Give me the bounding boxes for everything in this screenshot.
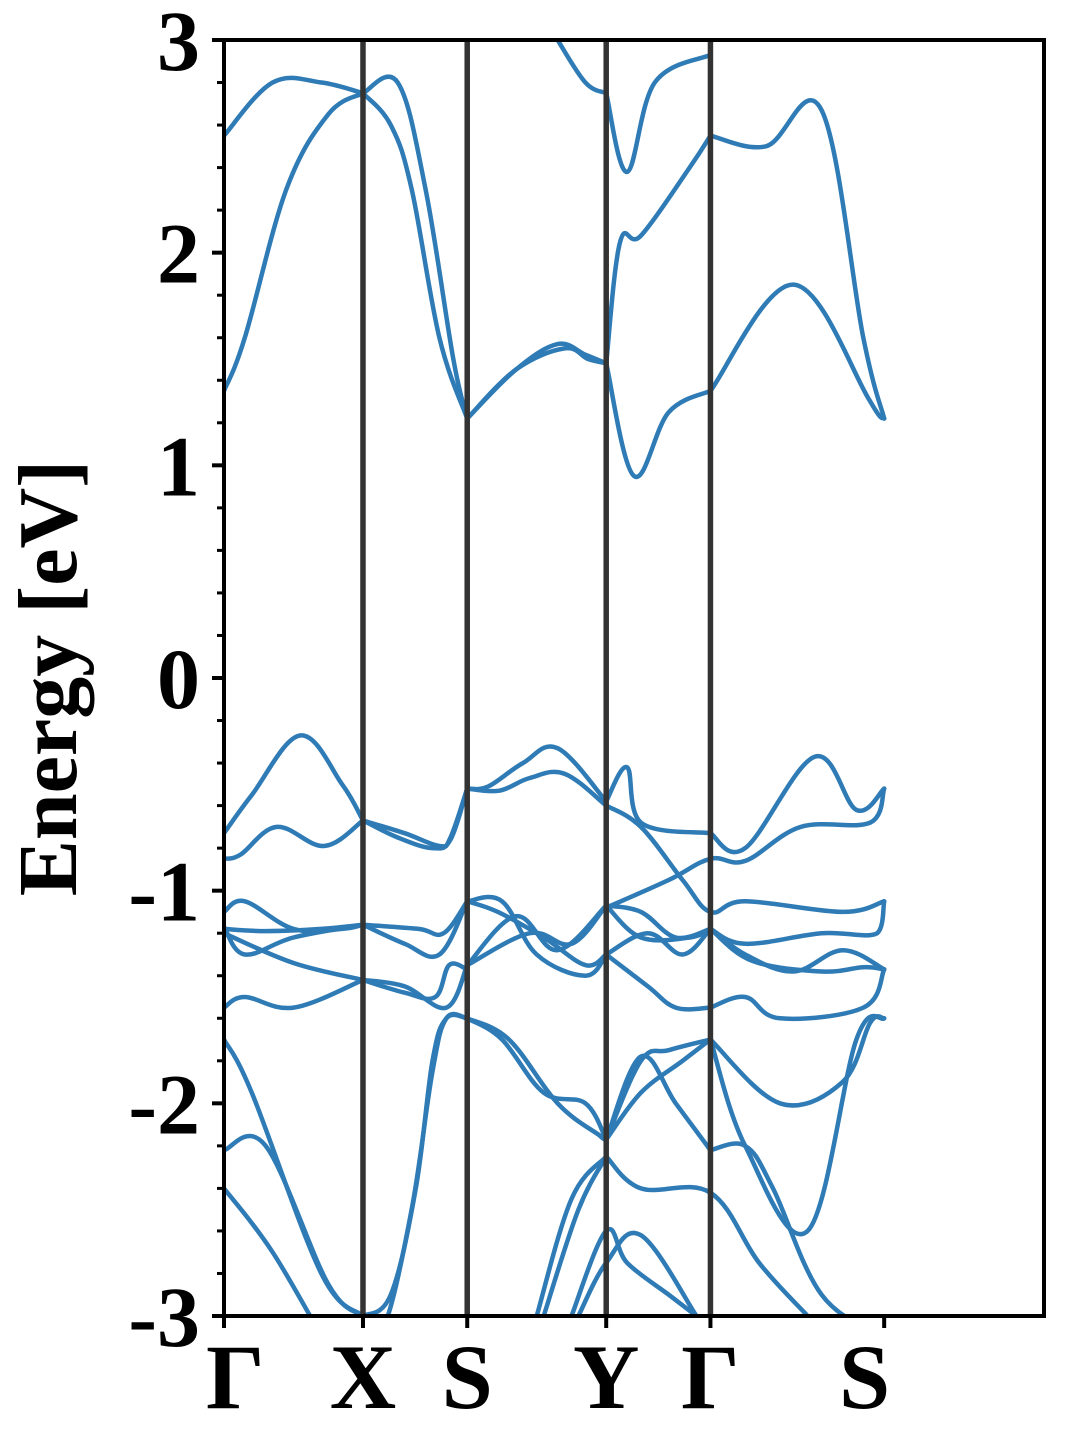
band-line <box>603 926 713 957</box>
band-line <box>708 967 887 1022</box>
band-line <box>708 899 887 947</box>
y-axis-title-group: Energy [eV] <box>2 460 95 896</box>
x-tick-label-kpoint: S <box>442 1326 493 1428</box>
band-line <box>603 1154 810 1316</box>
band-line <box>224 818 366 862</box>
band-line <box>360 786 470 851</box>
high-symmetry-lines <box>360 40 714 1316</box>
band-line <box>224 1037 366 1316</box>
band-line <box>360 962 470 1011</box>
band-line <box>224 1186 313 1316</box>
band-line <box>555 40 609 96</box>
y-tick-label: 1 <box>157 418 200 514</box>
band-line <box>603 1053 713 1153</box>
band-line <box>576 1230 699 1316</box>
y-tick-label: 3 <box>157 0 200 89</box>
band-line <box>360 1012 470 1316</box>
band-line <box>224 1133 366 1316</box>
x-tick-label-kpoint: S <box>839 1326 890 1428</box>
band-line <box>708 754 887 855</box>
band-line <box>224 922 366 957</box>
band-line <box>708 1013 887 1237</box>
band-line <box>603 133 713 366</box>
band-line <box>603 361 713 480</box>
y-axis-ticks: -3 -2 -1 0 1 2 3 <box>128 0 224 1365</box>
band-line <box>464 899 609 968</box>
band-line <box>464 345 609 421</box>
band-line <box>708 1141 849 1316</box>
y-tick-label: -2 <box>128 1056 200 1152</box>
band-line <box>360 74 470 421</box>
band-line <box>224 90 366 394</box>
band-line <box>708 282 887 421</box>
y-axis-title: Energy [eV] <box>2 460 95 896</box>
band-line <box>360 899 470 960</box>
band-line <box>360 90 470 421</box>
band-line <box>534 1154 609 1316</box>
y-tick-label: -3 <box>128 1269 200 1365</box>
y-tick-label: 2 <box>157 206 200 302</box>
band-line <box>224 75 366 138</box>
band-line <box>541 1154 609 1316</box>
x-tick-label-kpoint: Γ <box>681 1326 740 1428</box>
band-line <box>464 903 609 968</box>
x-tick-label-kpoint: Y <box>573 1326 639 1428</box>
band-line <box>360 961 470 1002</box>
band-line <box>603 765 713 836</box>
y-tick-label: 0 <box>157 631 200 727</box>
band-line <box>569 1226 699 1316</box>
x-tick-label-kpoint: X <box>330 1326 396 1428</box>
band-line <box>464 1016 609 1142</box>
band-line <box>603 952 713 1012</box>
band-line <box>603 903 713 943</box>
band-series <box>224 40 887 1316</box>
band-line <box>603 786 887 910</box>
plot-frame <box>222 38 1046 1318</box>
x-tick-label-kpoint: Γ <box>206 1326 265 1428</box>
band-line <box>708 98 887 421</box>
band-line <box>464 769 609 808</box>
band-line <box>360 1011 470 1316</box>
band-line <box>224 733 366 836</box>
y-tick-label: -1 <box>128 844 200 940</box>
band-line <box>708 926 887 974</box>
band-line <box>464 1016 609 1142</box>
band-line <box>224 977 366 1011</box>
band-line <box>224 930 366 983</box>
band-line <box>603 52 713 175</box>
band-line <box>464 894 609 978</box>
band-line <box>360 899 470 938</box>
